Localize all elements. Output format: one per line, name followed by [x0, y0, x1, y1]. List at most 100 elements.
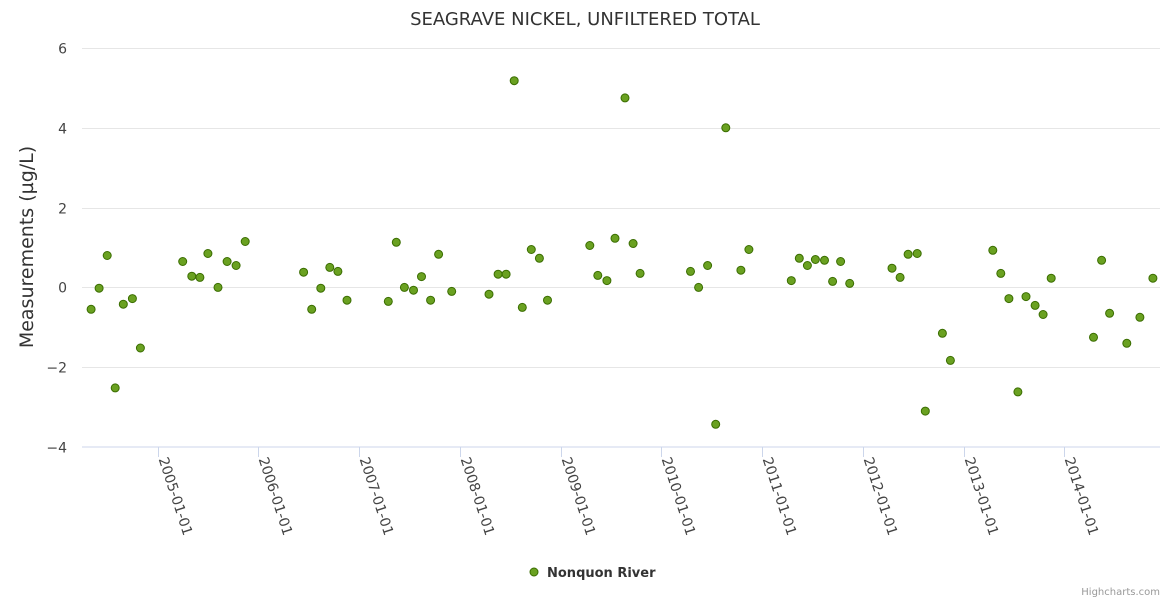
data-point[interactable] [1021, 292, 1031, 302]
data-point[interactable] [307, 304, 317, 314]
y-tick-label: −2 [46, 361, 67, 377]
data-point[interactable] [222, 257, 232, 266]
data-point[interactable] [534, 253, 544, 263]
credits-link[interactable]: Highcharts.com [1081, 587, 1160, 598]
data-point[interactable] [391, 237, 401, 247]
data-point[interactable] [903, 249, 913, 259]
data-point[interactable] [610, 233, 620, 243]
data-point[interactable] [1030, 300, 1040, 310]
data-point[interactable] [203, 249, 213, 258]
data-point[interactable] [721, 123, 731, 133]
data-point[interactable] [493, 269, 503, 279]
data-point[interactable] [736, 265, 746, 275]
data-point[interactable] [920, 406, 930, 416]
data-point[interactable] [635, 268, 645, 278]
data-point[interactable] [102, 251, 112, 260]
data-point[interactable] [1089, 332, 1098, 342]
data-point[interactable] [213, 282, 223, 292]
data-point[interactable] [1135, 312, 1145, 322]
data-point[interactable] [299, 267, 309, 277]
data-point[interactable] [543, 295, 552, 305]
legend-marker [529, 567, 539, 577]
y-tick-label: 4 [58, 122, 67, 138]
data-point[interactable] [484, 289, 494, 299]
x-tick-label: 2009-01-01 [558, 455, 598, 537]
data-point[interactable] [711, 419, 721, 429]
data-point[interactable] [316, 283, 326, 293]
data-point[interactable] [187, 271, 197, 281]
data-point[interactable] [895, 272, 905, 282]
data-point[interactable] [945, 355, 955, 365]
data-point[interactable] [383, 296, 393, 306]
data-point[interactable] [628, 239, 638, 248]
y-axis-label: Measurements (µg/L) [16, 146, 38, 348]
y-tick-label: 2 [58, 202, 67, 218]
data-point[interactable] [399, 282, 409, 292]
data-point[interactable] [135, 343, 145, 353]
data-point[interactable] [1013, 387, 1023, 397]
data-point[interactable] [434, 249, 444, 259]
data-point[interactable] [585, 241, 595, 250]
data-point[interactable] [1004, 294, 1014, 304]
data-point[interactable] [417, 272, 426, 282]
data-point[interactable] [231, 261, 241, 270]
data-point[interactable] [602, 276, 612, 286]
data-point[interactable] [426, 295, 436, 305]
data-point[interactable] [810, 255, 820, 264]
data-point[interactable] [178, 257, 188, 266]
data-point[interactable] [509, 76, 519, 86]
data-point[interactable] [686, 266, 695, 276]
x-tick-label: 2010-01-01 [658, 455, 698, 537]
data-point[interactable] [342, 295, 352, 305]
data-point[interactable] [118, 299, 128, 309]
data-point[interactable] [820, 255, 829, 265]
data-point[interactable] [694, 282, 704, 292]
x-tick-label: 2005-01-01 [155, 455, 195, 537]
data-point[interactable] [1105, 308, 1115, 318]
data-point[interactable] [828, 276, 838, 286]
data-point[interactable] [593, 270, 603, 280]
data-point[interactable] [912, 249, 922, 258]
data-point[interactable] [517, 302, 527, 312]
data-point[interactable] [127, 294, 137, 304]
data-point[interactable] [620, 93, 630, 103]
y-tick-label: 0 [58, 281, 67, 297]
data-point[interactable] [836, 257, 846, 266]
data-point[interactable] [1097, 255, 1107, 265]
legend[interactable]: Nonquon River [529, 566, 656, 581]
data-point[interactable] [937, 328, 947, 338]
x-tick-label: 2008-01-01 [457, 455, 497, 537]
data-point[interactable] [1046, 273, 1056, 283]
data-point[interactable] [94, 283, 104, 293]
data-point[interactable] [240, 237, 250, 246]
data-point[interactable] [409, 285, 418, 295]
data-point[interactable] [325, 262, 335, 272]
data-point[interactable] [333, 266, 343, 276]
data-point[interactable] [703, 261, 713, 270]
data-point[interactable] [744, 245, 754, 254]
x-tick-label: 2014-01-01 [1061, 455, 1101, 537]
data-point[interactable] [786, 276, 796, 286]
data-point[interactable] [447, 286, 457, 296]
data-point[interactable] [802, 261, 812, 270]
x-tick-label: 2007-01-01 [356, 455, 396, 537]
y-tick-label: −4 [46, 441, 67, 457]
data-point[interactable] [1122, 338, 1132, 348]
x-tick-label: 2012-01-01 [860, 455, 900, 537]
x-tick-label: 2013-01-01 [961, 455, 1001, 537]
data-point[interactable] [86, 304, 96, 314]
data-point[interactable] [996, 268, 1006, 278]
data-point[interactable] [1038, 310, 1048, 319]
data-point[interactable] [1148, 273, 1158, 283]
data-point[interactable] [110, 383, 120, 393]
data-point[interactable] [988, 245, 998, 255]
legend-label[interactable]: Nonquon River [547, 566, 656, 581]
data-point[interactable] [501, 269, 511, 279]
data-point[interactable] [845, 278, 855, 288]
data-point[interactable] [887, 263, 897, 273]
data-point[interactable] [794, 253, 804, 263]
y-tick-label: 6 [58, 42, 67, 58]
data-point[interactable] [195, 272, 205, 282]
data-point[interactable] [526, 245, 536, 254]
data-points [86, 76, 1158, 429]
